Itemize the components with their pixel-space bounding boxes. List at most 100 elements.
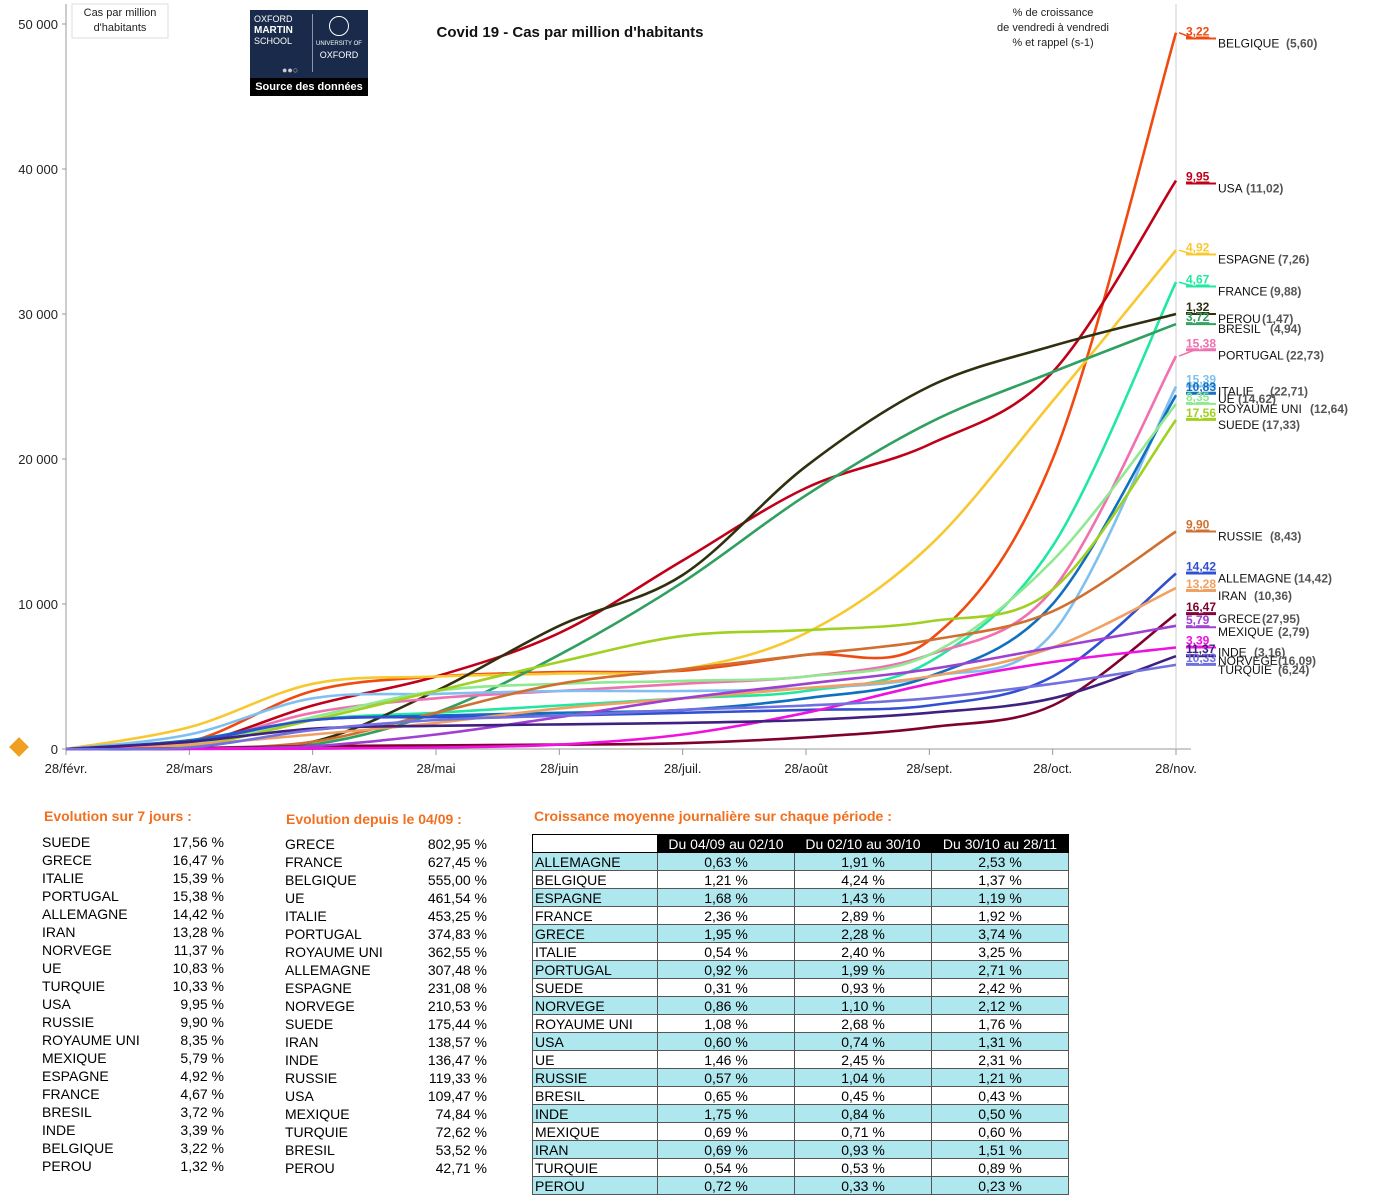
- y-axis-label: d'habitants: [94, 22, 147, 34]
- growth-value-cell: 0,92 %: [657, 960, 795, 979]
- growth-value-cell: 0,60 %: [657, 1032, 795, 1051]
- panel7-list: SUEDE 17,56 % GRECE 16,47 % ITALIE 15,39 % POR…: [42, 833, 224, 1175]
- list-item-country: GRECE: [285, 836, 335, 852]
- list-item: RUSSIE 9,90 %: [42, 1013, 224, 1031]
- list-item: FRANCE 4,67 %: [42, 1085, 224, 1103]
- series-value-label: 3,39: [1186, 634, 1210, 648]
- series-line-belgique: [65, 32, 1178, 751]
- series-name-label: RUSSIE: [1218, 530, 1263, 544]
- list-item: GRECE 802,95 %: [285, 835, 487, 853]
- growth-value-cell: 0,71 %: [794, 1122, 932, 1141]
- list-item-value: 3,72 %: [180, 1104, 224, 1120]
- list-item: ESPAGNE 4,92 %: [42, 1067, 224, 1085]
- growth-country-cell: BRESIL: [532, 1086, 658, 1105]
- list-item-value: 109,47 %: [427, 1088, 487, 1104]
- growth-value-cell: 2,89 %: [794, 906, 932, 925]
- growth-value-cell: 0,54 %: [657, 1158, 795, 1177]
- list-item: BELGIQUE 555,00 %: [285, 871, 487, 889]
- logo-dots-icon: ●●○: [282, 65, 299, 75]
- x-tick-label: 28/juin: [540, 761, 578, 776]
- series-label-pointer: [1178, 281, 1195, 288]
- list-item: FRANCE 627,45 %: [285, 853, 487, 871]
- list-item: IRAN 138,57 %: [285, 1033, 487, 1051]
- growth-value-cell: 2,28 %: [794, 924, 932, 943]
- oxford-logo[interactable]: OXFORD MARTIN SCHOOL ●●○ UNIVERSITY OF O…: [250, 10, 368, 96]
- y-tick-label: 10 000: [18, 597, 58, 612]
- list-item-country: BELGIQUE: [42, 1140, 114, 1156]
- growth-country-cell: ALLEMAGNE: [532, 852, 658, 871]
- list-item-value: 231,08 %: [427, 980, 487, 996]
- growth-value-cell: 2,68 %: [794, 1014, 932, 1033]
- list-item-value: 42,71 %: [435, 1160, 487, 1176]
- series-name-label: MEXIQUE: [1218, 625, 1273, 639]
- series-value-label: 3,72: [1186, 310, 1210, 324]
- growth-value-cell: 1,91 %: [794, 852, 932, 871]
- series-prev-label: (6,24): [1278, 663, 1309, 677]
- growth-value-cell: 1,95 %: [657, 924, 795, 943]
- list-item: MEXIQUE 74,84 %: [285, 1105, 487, 1123]
- list-item-country: ITALIE: [285, 908, 327, 924]
- y-axis-label: Cas par million: [84, 7, 157, 19]
- growth-header-cell: Du 04/09 au 02/10: [657, 834, 795, 853]
- list-item: IRAN 13,28 %: [42, 923, 224, 941]
- series-line-perou: [65, 312, 1177, 751]
- list-item: ALLEMAGNE 307,48 %: [285, 961, 487, 979]
- list-item-value: 72,62 %: [435, 1124, 487, 1140]
- series-prev-label: (2,79): [1278, 625, 1309, 639]
- growth-title: Croissance moyenne journalière sur chaqu…: [534, 808, 892, 824]
- list-item-value: 555,00 %: [427, 872, 487, 888]
- series-line-usa: [65, 179, 1178, 751]
- x-tick-label: 28/juil.: [664, 761, 702, 776]
- growth-country-cell: INDE: [532, 1104, 658, 1123]
- list-item-country: USA: [42, 996, 71, 1012]
- series-line-bresil: [65, 322, 1177, 751]
- series-value-label: 14,42: [1186, 560, 1216, 574]
- growth-value-cell: 0,89 %: [931, 1158, 1069, 1177]
- series-line-portugal: [65, 355, 1178, 751]
- list-item-value: 461,54 %: [427, 890, 487, 906]
- list-item-value: 136,47 %: [427, 1052, 487, 1068]
- list-item-country: SUEDE: [42, 834, 91, 850]
- growth-table-header: Du 04/09 au 02/10 Du 02/10 au 30/10 Du 30/…: [532, 834, 1069, 853]
- growth-value-cell: 1,99 %: [794, 960, 932, 979]
- list-item-country: UE: [42, 960, 62, 976]
- series-value-label: 3,22: [1186, 25, 1210, 39]
- list-item-country: ITALIE: [42, 870, 84, 886]
- growth-value-cell: 0,93 %: [794, 978, 932, 997]
- logo-right-line: OXFORD: [319, 50, 359, 60]
- x-tick-label: 28/mai: [416, 761, 455, 776]
- series-name-label: GRECE: [1218, 612, 1261, 626]
- list-item-value: 3,22 %: [180, 1140, 224, 1156]
- table-row: BELGIQUE 1,21 % 4,24 % 1,37 %: [532, 870, 1069, 889]
- growth-country-cell: IRAN: [532, 1140, 658, 1159]
- list-item-value: 11,37 %: [173, 942, 224, 958]
- growth-value-cell: 3,74 %: [931, 924, 1069, 943]
- table-row: ESPAGNE 1,68 % 1,43 % 1,19 %: [532, 888, 1069, 907]
- list-item: BRESIL 3,72 %: [42, 1103, 224, 1121]
- source-link[interactable]: Source des données: [250, 78, 368, 96]
- list-item-country: USA: [285, 1088, 314, 1104]
- list-item-country: RUSSIE: [42, 1014, 95, 1030]
- list-item-country: FRANCE: [285, 854, 343, 870]
- growth-country-cell: USA: [532, 1032, 658, 1051]
- series-name-label: ESPAGNE: [1218, 253, 1275, 267]
- table-row: NORVEGE 0,86 % 1,10 % 2,12 %: [532, 996, 1069, 1015]
- list-item-value: 15,38 %: [172, 888, 224, 904]
- growth-value-cell: 1,92 %: [931, 906, 1069, 925]
- growth-value-cell: 0,63 %: [657, 852, 795, 871]
- series-value-label: 13,28: [1186, 577, 1216, 591]
- growth-value-cell: 2,12 %: [931, 996, 1069, 1015]
- growth-note: % de croissance: [1013, 7, 1094, 19]
- series-name-label: USA: [1218, 182, 1243, 196]
- growth-value-cell: 1,21 %: [657, 870, 795, 889]
- series-line-ue: [65, 394, 1178, 751]
- growth-value-cell: 1,21 %: [931, 1068, 1069, 1087]
- growth-value-cell: 0,72 %: [657, 1176, 795, 1195]
- y-tick-label: 30 000: [18, 307, 58, 322]
- growth-value-cell: 0,23 %: [931, 1176, 1069, 1195]
- list-item-value: 10,83 %: [172, 960, 224, 976]
- series-label-pointer: [1178, 32, 1195, 40]
- series-name-label: FRANCE: [1218, 284, 1267, 298]
- growth-value-cell: 0,31 %: [657, 978, 795, 997]
- series-line-espagne: [65, 249, 1178, 751]
